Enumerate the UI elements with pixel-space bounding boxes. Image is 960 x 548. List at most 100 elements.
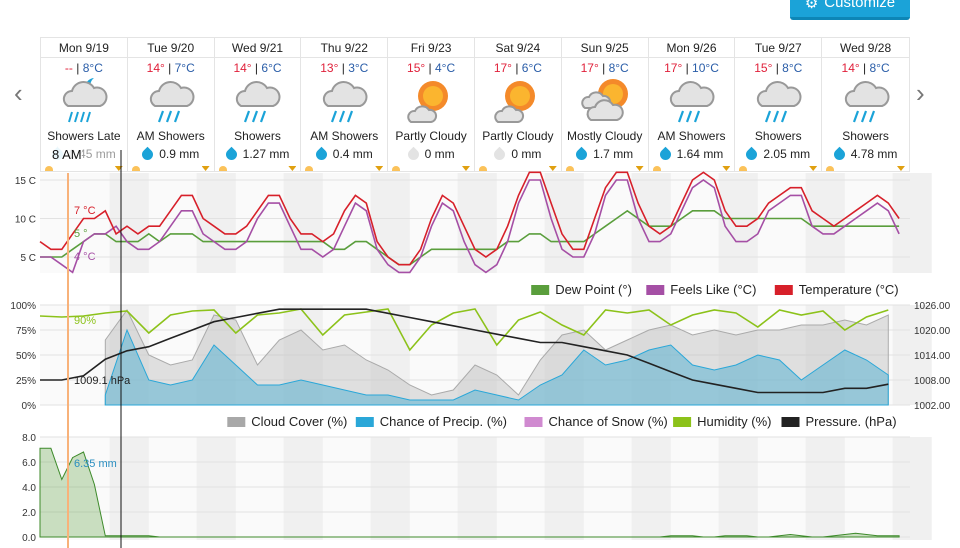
night-band (718, 437, 758, 540)
humidity-line (39, 308, 889, 352)
legend-swatch[interactable] (524, 417, 543, 427)
low-temp: 10°C (692, 61, 719, 75)
day-name: Wed 9/28 (822, 38, 909, 58)
customize-button[interactable]: ⚙ Customize (790, 0, 910, 20)
daily-forecast-strip: Mon 9/19 -- | 8°C Showers Late 0.45 mm T… (40, 37, 910, 172)
low-temp: 6°C (261, 61, 282, 75)
sunset-icon (809, 166, 818, 171)
low-temp: 8°C (82, 61, 103, 75)
high-temp: 15° (407, 61, 426, 75)
sunset-icon (201, 166, 210, 171)
low-temp: 7°C (174, 61, 195, 75)
rain-cloud-icon (649, 75, 735, 127)
axis-tick-label: 10 C (15, 215, 36, 226)
legend-swatch[interactable] (227, 417, 246, 427)
legend-item[interactable]: Humidity (%) (697, 414, 771, 429)
tooltip-time: 8 AM (52, 147, 82, 162)
sunset-icon (548, 166, 557, 171)
low-temp: 6°C (521, 61, 542, 75)
precip-amount: 1.64 mm (649, 145, 735, 163)
partly-cloudy-icon (475, 75, 561, 127)
chevron-right-icon[interactable]: › (916, 78, 925, 108)
legend-item[interactable]: Dew Point (°) (555, 282, 632, 297)
high-temp: 17° (580, 61, 599, 75)
sunrise-icon (739, 166, 748, 171)
tooltip-value: 7 °C (74, 205, 96, 217)
day-column[interactable]: Mon 9/26 17° | 10°C AM Showers 1.64 mm (648, 38, 736, 171)
night-band (196, 437, 236, 540)
sunrise-icon (565, 166, 574, 171)
precip-value: 2.05 mm (763, 147, 811, 161)
condition-label: AM Showers (657, 129, 726, 143)
rain-cloud-icon (301, 75, 387, 127)
legend-item[interactable]: Chance of Precip. (%) (380, 414, 507, 429)
night-band (370, 437, 410, 540)
high-temp: 14° (146, 61, 165, 75)
day-column[interactable]: Mon 9/19 -- | 8°C Showers Late 0.45 mm (41, 38, 128, 171)
precip-value: 0 mm (424, 147, 455, 161)
condition-label: Mostly Cloudy (567, 129, 643, 143)
precip-value: 1.7 mm (593, 147, 634, 161)
day-column[interactable]: Tue 9/20 14° | 7°C AM Showers 0.9 mm (127, 38, 215, 171)
sunset-icon (461, 166, 470, 171)
high-temp: -- (64, 61, 73, 75)
sunset-icon (114, 166, 123, 171)
axis-tick-label: 8.0 (22, 433, 36, 444)
legend-swatch[interactable] (673, 417, 692, 427)
axis-tick-label: 75% (16, 326, 36, 337)
day-column[interactable]: Wed 9/21 14° | 6°C Showers 1.27 mm (214, 38, 302, 171)
legend-item[interactable]: Cloud Cover (%) (251, 414, 347, 429)
day-name: Wed 9/21 (214, 38, 301, 58)
sunset-icon (896, 166, 905, 171)
legend-swatch[interactable] (774, 285, 793, 295)
day-column[interactable]: Wed 9/28 14° | 8°C Showers 4.78 mm (822, 38, 909, 171)
day-temps: 17° | 10°C (664, 61, 719, 75)
day-column[interactable]: Thu 9/22 13° | 3°C AM Showers 0.4 mm (301, 38, 389, 171)
legend-swatch[interactable] (646, 285, 665, 295)
precip-amount: 0 mm (388, 145, 474, 163)
rain-cloud-icon (215, 75, 301, 127)
precip-value: 0 mm (511, 147, 542, 161)
right-axis-tick-label: 1014.00 (914, 351, 951, 362)
legend-item[interactable]: Temperature (°C) (799, 282, 899, 297)
chevron-left-icon[interactable]: ‹ (14, 78, 23, 108)
sunrise-icon (218, 166, 227, 171)
precip-value: 4.78 mm (850, 147, 898, 161)
legend-swatch[interactable] (355, 417, 374, 427)
condition-label: Partly Cloudy (482, 129, 554, 143)
day-column[interactable]: Fri 9/23 15° | 4°C Partly Cloudy 0 mm (388, 38, 475, 171)
axis-tick-label: 50% (16, 351, 36, 362)
day-column[interactable]: Sat 9/24 17° | 6°C Partly Cloudy 0 mm (474, 38, 562, 171)
night-band (892, 437, 932, 540)
day-temps: 15° | 8°C (754, 61, 803, 75)
legend-swatch[interactable] (781, 417, 800, 427)
legend-item[interactable]: Feels Like (°C) (670, 282, 756, 297)
right-axis-tick-label: 1026.00 (914, 301, 951, 312)
rain-cloud-icon (822, 75, 909, 127)
day-column[interactable]: Tue 9/27 15° | 8°C Showers 2.05 mm (735, 38, 823, 171)
legend-item[interactable]: Chance of Snow (%) (549, 414, 668, 429)
sunset-icon (375, 166, 384, 171)
mostly-cloudy-icon (562, 75, 648, 127)
day-name: Fri 9/23 (388, 38, 474, 58)
legend-item[interactable]: Pressure. (hPa) (806, 414, 897, 429)
sunrise-icon (305, 166, 314, 171)
day-column[interactable]: Sun 9/25 17° | 8°C Mostly Cloudy 1.7 mm (561, 38, 649, 171)
precip-chance-area (104, 328, 889, 406)
tooltip-value: 5 ° (74, 228, 88, 240)
day-temps: 14° | 8°C (841, 61, 890, 75)
tooltip-value: 1009.1 hPa (74, 375, 131, 387)
condition-label: AM Showers (310, 129, 379, 143)
night-band (892, 173, 932, 273)
condition-label: Showers Late (47, 129, 121, 143)
day-temps: -- | 8°C (64, 61, 103, 75)
legend-swatch[interactable] (531, 285, 550, 295)
sunrise-icon (652, 166, 661, 171)
precip-amount: 0 mm (475, 145, 561, 163)
axis-tick-label: 15 C (15, 176, 36, 187)
partly-cloudy-icon (388, 75, 474, 127)
precip-value: 0.4 mm (332, 147, 373, 161)
precip-amount: 4.78 mm (822, 145, 909, 163)
series-line-0 (39, 171, 900, 266)
